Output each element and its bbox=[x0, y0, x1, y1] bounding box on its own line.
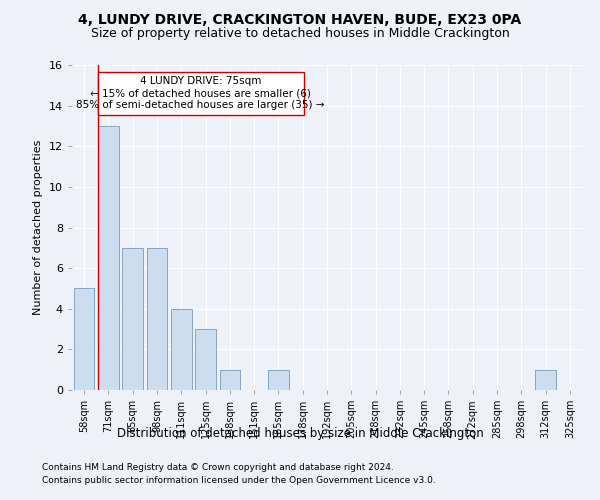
Bar bbox=[195, 329, 216, 390]
Text: ← 15% of detached houses are smaller (6): ← 15% of detached houses are smaller (6) bbox=[90, 88, 311, 99]
Y-axis label: Number of detached properties: Number of detached properties bbox=[33, 140, 43, 315]
Text: 4 LUNDY DRIVE: 75sqm: 4 LUNDY DRIVE: 75sqm bbox=[140, 76, 262, 86]
Bar bbox=[146, 248, 167, 390]
Bar bbox=[122, 248, 143, 390]
Bar bbox=[535, 370, 556, 390]
Text: Contains HM Land Registry data © Crown copyright and database right 2024.: Contains HM Land Registry data © Crown c… bbox=[42, 462, 394, 471]
Text: Size of property relative to detached houses in Middle Crackington: Size of property relative to detached ho… bbox=[91, 28, 509, 40]
Text: Distribution of detached houses by size in Middle Crackington: Distribution of detached houses by size … bbox=[116, 428, 484, 440]
Bar bbox=[98, 126, 119, 390]
Bar bbox=[220, 370, 240, 390]
Text: 4, LUNDY DRIVE, CRACKINGTON HAVEN, BUDE, EX23 0PA: 4, LUNDY DRIVE, CRACKINGTON HAVEN, BUDE,… bbox=[79, 12, 521, 26]
Bar bbox=[74, 288, 94, 390]
Bar bbox=[171, 308, 191, 390]
Text: 85% of semi-detached houses are larger (35) →: 85% of semi-detached houses are larger (… bbox=[76, 100, 325, 110]
Text: Contains public sector information licensed under the Open Government Licence v3: Contains public sector information licen… bbox=[42, 476, 436, 485]
Bar bbox=[268, 370, 289, 390]
FancyBboxPatch shape bbox=[97, 72, 304, 115]
